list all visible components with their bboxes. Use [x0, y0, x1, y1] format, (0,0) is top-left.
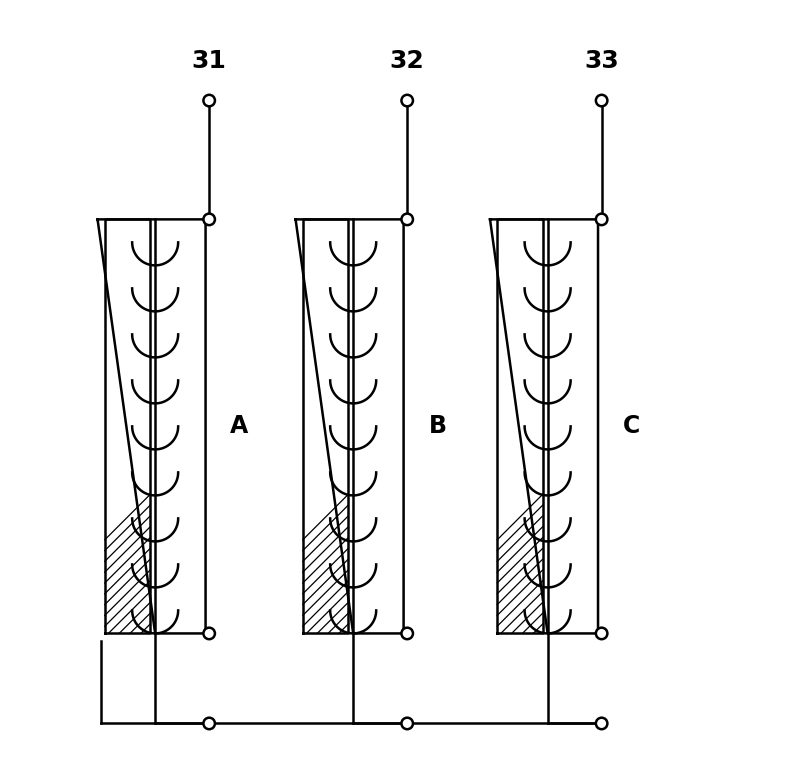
Circle shape [203, 718, 215, 729]
Circle shape [596, 628, 607, 639]
Circle shape [402, 628, 413, 639]
Text: 33: 33 [584, 49, 619, 73]
Text: B: B [429, 414, 446, 438]
Text: 31: 31 [192, 49, 226, 73]
Circle shape [203, 213, 215, 225]
Text: C: C [623, 414, 641, 438]
Circle shape [203, 628, 215, 639]
Circle shape [203, 95, 215, 106]
Text: A: A [230, 414, 249, 438]
Circle shape [596, 95, 607, 106]
Circle shape [402, 213, 413, 225]
Circle shape [596, 213, 607, 225]
Circle shape [402, 95, 413, 106]
Circle shape [596, 718, 607, 729]
Text: 32: 32 [390, 49, 425, 73]
Circle shape [402, 718, 413, 729]
